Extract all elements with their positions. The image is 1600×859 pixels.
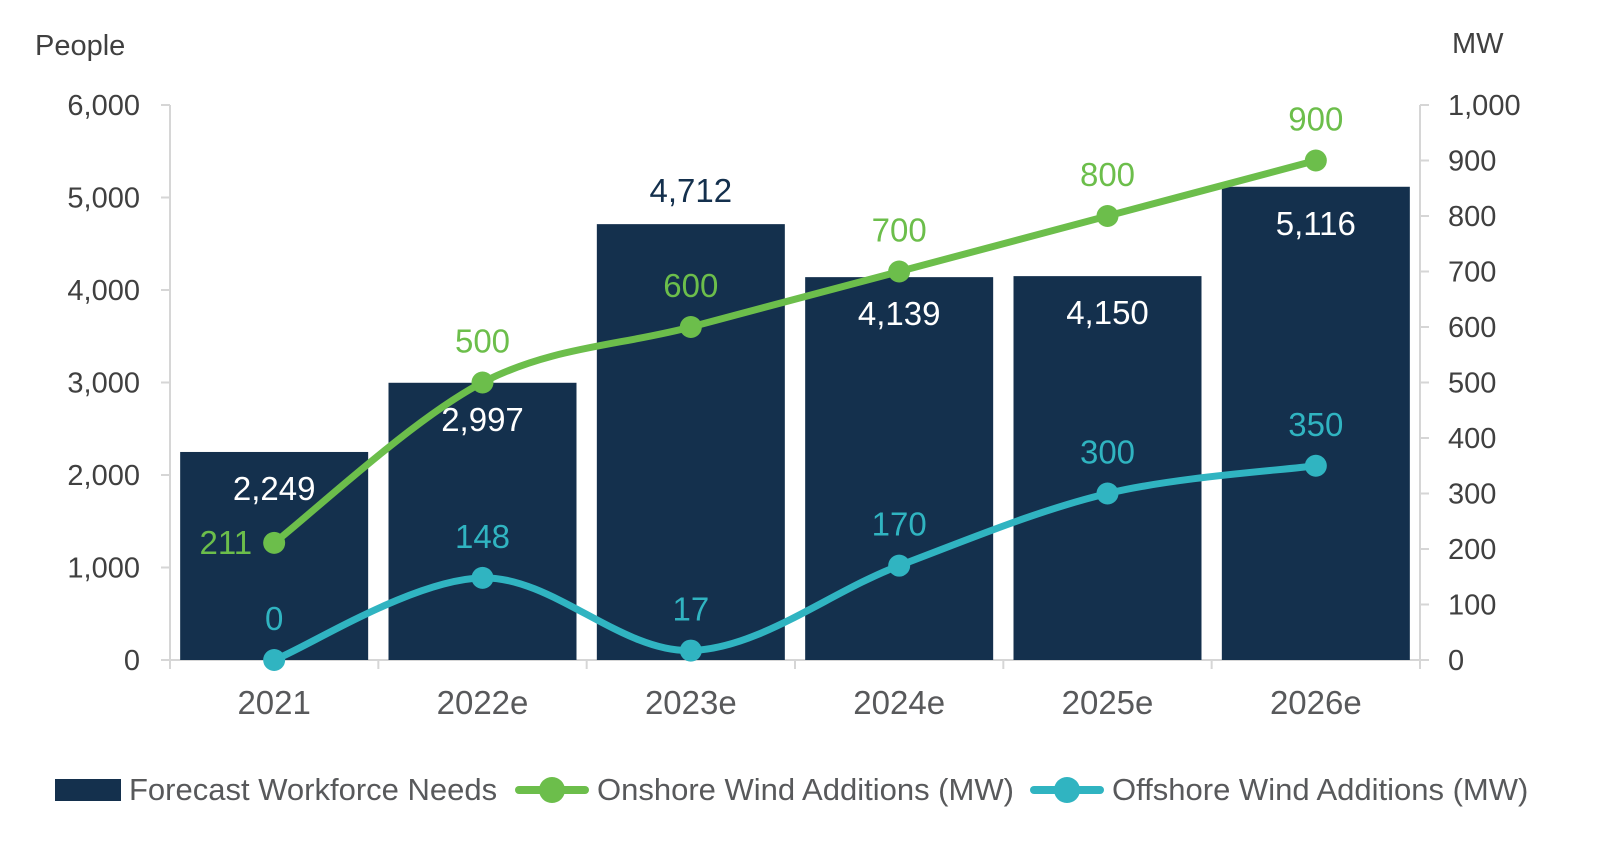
right-tick-label: 0 xyxy=(1448,645,1464,677)
right-tick-label: 600 xyxy=(1448,312,1496,344)
bar-value-label: 4,139 xyxy=(858,295,941,332)
left-tick-label: 6,000 xyxy=(67,90,140,122)
bar xyxy=(1221,186,1410,660)
right-axis-title: MW xyxy=(1452,28,1504,60)
x-axis-label: 2022e xyxy=(437,684,529,721)
line-marker xyxy=(888,554,911,577)
right-tick-label: 900 xyxy=(1448,146,1496,178)
x-axis-label: 2024e xyxy=(853,684,945,721)
legend-item-offshore-wind: Offshore Wind Additions (MW) xyxy=(1030,772,1528,808)
x-axis-label: 2025e xyxy=(1062,684,1154,721)
left-axis-title: People xyxy=(35,30,126,62)
bar-value-label: 2,249 xyxy=(233,470,316,507)
line-value-label: 700 xyxy=(872,212,927,249)
line-value-label: 300 xyxy=(1080,434,1135,471)
line-path xyxy=(270,157,1320,547)
onshore-line-swatch-icon xyxy=(515,777,589,803)
line-value-label: 800 xyxy=(1080,156,1135,193)
right-tick-label: 700 xyxy=(1448,257,1496,289)
left-tick-label: 4,000 xyxy=(67,275,140,307)
bar-swatch-icon xyxy=(55,779,121,801)
x-axis-label: 2023e xyxy=(645,684,737,721)
line-marker xyxy=(263,649,286,671)
bar-value-label: 4,150 xyxy=(1066,294,1149,331)
left-tick-label: 3,000 xyxy=(67,368,140,400)
line-value-label: 211 xyxy=(200,524,253,561)
line-marker xyxy=(888,260,911,283)
line-value-label: 500 xyxy=(455,323,510,360)
left-tick-label: 2,000 xyxy=(67,460,140,492)
line-value-label: 600 xyxy=(663,267,718,304)
bar-value-label: 5,116 xyxy=(1276,205,1356,242)
right-tick-label: 400 xyxy=(1448,423,1496,455)
offshore-line-swatch-icon xyxy=(1030,777,1104,803)
onshore-dot-icon xyxy=(539,777,565,803)
legend-label: Forecast Workforce Needs xyxy=(129,772,498,807)
line-marker xyxy=(679,316,702,338)
line-marker xyxy=(1304,149,1327,172)
line-marker xyxy=(1096,205,1119,227)
bar xyxy=(1013,276,1202,660)
right-tick-label: 800 xyxy=(1448,201,1496,233)
right-tick-label: 1,000 xyxy=(1448,90,1521,122)
line-marker xyxy=(1304,454,1327,477)
right-tick-label: 200 xyxy=(1448,534,1496,566)
bar xyxy=(596,224,785,660)
left-tick-label: 1,000 xyxy=(67,553,140,585)
left-tick-label: 5,000 xyxy=(67,183,140,215)
legend-label: Onshore Wind Additions (MW) xyxy=(597,772,1014,807)
line-value-label: 17 xyxy=(672,591,709,628)
line-value-label: 350 xyxy=(1288,406,1343,443)
bar-value-label: 2,997 xyxy=(441,401,524,438)
legend-item-onshore-wind: Onshore Wind Additions (MW) xyxy=(515,772,1030,808)
chart-legend: Forecast Workforce Needs Onshore Wind Ad… xyxy=(55,772,1528,808)
line-marker xyxy=(471,371,494,394)
bar xyxy=(805,277,994,660)
right-tick-label: 300 xyxy=(1448,479,1496,511)
left-tick-label: 0 xyxy=(124,645,140,677)
line-value-label: 0 xyxy=(265,600,283,637)
line-marker xyxy=(471,566,494,589)
legend-label: Offshore Wind Additions (MW) xyxy=(1112,772,1529,807)
line-path xyxy=(270,462,1320,664)
bar-value-label: 4,712 xyxy=(650,172,733,209)
line-marker xyxy=(1096,482,1119,505)
line-value-label: 170 xyxy=(872,506,927,543)
right-tick-label: 500 xyxy=(1448,368,1496,400)
bar xyxy=(388,382,577,660)
line-marker xyxy=(679,639,702,662)
offshore-dot-icon xyxy=(1054,777,1080,803)
line-marker xyxy=(263,531,286,554)
chart-canvas: 0 1,000 2,000 3,000 4,000 5,000 6,000 0 100 200 30… xyxy=(67,90,1521,721)
line-value-label: 148 xyxy=(455,518,510,555)
x-axis-label: 2021 xyxy=(237,684,310,721)
right-tick-label: 100 xyxy=(1448,590,1496,622)
x-axis-label: 2026e xyxy=(1270,684,1362,721)
legend-item-forecast-workforce: Forecast Workforce Needs xyxy=(55,772,515,808)
line-value-label: 900 xyxy=(1288,101,1343,138)
